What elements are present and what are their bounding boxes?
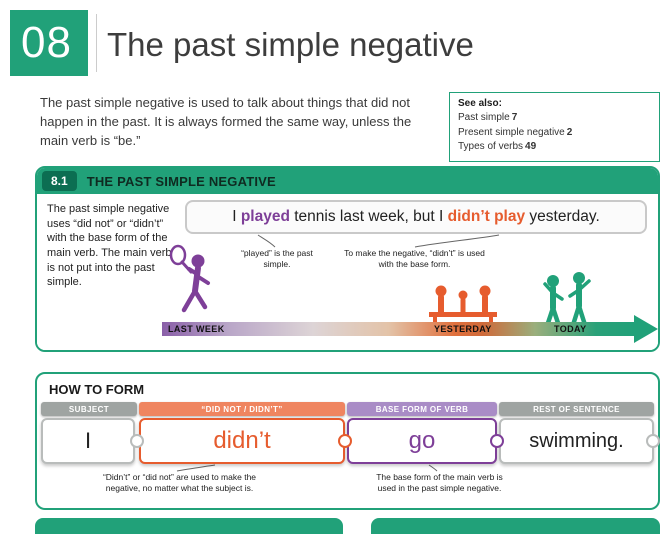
- title-divider: [96, 14, 97, 72]
- family-at-table-illustration: [429, 285, 497, 332]
- puzzle-piece-didnt: didn’t: [139, 418, 345, 464]
- timeline-label-yesterday: YESTERDAY: [434, 324, 492, 334]
- panel-8-1: 8.1 THE PAST SIMPLE NEGATIVE The past si…: [35, 166, 660, 352]
- two-people-illustration: [543, 272, 591, 329]
- see-also-box: See also: Past simple 7 Present simple ne…: [449, 92, 660, 162]
- sentence-past-simple-word: played: [240, 208, 290, 225]
- note-negative-form: To make the negative, “didn’t” is used w…: [344, 248, 485, 270]
- note-didnt-usage: “Didn’t” or “did not” are used to make t…: [102, 472, 257, 494]
- see-also-refs: Past simple 7 Present simple negative 2 Ty…: [458, 111, 651, 155]
- panel-title: THE PAST SIMPLE NEGATIVE: [86, 173, 276, 189]
- unit-number: 08: [21, 18, 72, 67]
- puzzle-tab: [490, 434, 504, 448]
- timeline-label-last-week: LAST WEEK: [168, 324, 225, 334]
- timeline-label-today: TODAY: [554, 324, 587, 334]
- ref-number: 2: [566, 126, 573, 138]
- panel-8-1-header: 8.1 THE PAST SIMPLE NEGATIVE: [37, 168, 658, 194]
- puzzle-piece-go: go: [347, 418, 497, 464]
- sentence-negative-words: didn’t play: [447, 208, 526, 225]
- see-also-ref: Present simple negative 2: [458, 126, 572, 141]
- sentence-part: I: [232, 208, 241, 225]
- example-sentence-bubble: I played tennis last week, but I didn’t …: [185, 200, 647, 234]
- see-also-ref: Past simple 7: [458, 111, 517, 126]
- ref-label: Present simple negative: [458, 126, 565, 138]
- how-to-form-panel: HOW TO FORM SUBJECT “DID NOT / DIDN’T” B…: [35, 372, 660, 510]
- column-label-base-form: BASE FORM OF VERB: [347, 402, 497, 416]
- page-title: The past simple negative: [107, 26, 474, 63]
- next-panel-top-left: [35, 518, 343, 534]
- next-panel-top-right: [371, 518, 660, 534]
- panel-description: The past simple negative uses “did not” …: [47, 203, 172, 289]
- sentence-part: yesterday.: [525, 208, 600, 225]
- column-label-did-not: “DID NOT / DIDN’T”: [139, 402, 345, 416]
- ref-number: 7: [511, 112, 518, 123]
- puzzle-tab: [646, 434, 660, 448]
- see-also-label: See also:: [458, 98, 502, 109]
- ref-label: Past simple: [458, 112, 510, 123]
- puzzle-tab: [338, 434, 352, 448]
- how-to-form-title: HOW TO FORM: [49, 382, 145, 397]
- ref-number: 49: [525, 141, 537, 152]
- timeline-gradient-arrow: [162, 322, 634, 336]
- tennis-player-illustration: [169, 244, 210, 313]
- panel-number-badge: 8.1: [42, 171, 77, 191]
- intro-paragraph: The past simple negative is used to talk…: [40, 95, 412, 148]
- unit-number-badge: 08: [10, 10, 88, 76]
- note-past-simple: “played” is the past simple.: [241, 248, 313, 270]
- see-also-ref: Types of verbs 49: [458, 140, 536, 155]
- puzzle-piece-subject: I: [41, 418, 135, 464]
- column-label-rest-of-sentence: REST OF SENTENCE: [499, 402, 654, 416]
- note-base-form-usage: The base form of the main verb is used i…: [376, 472, 503, 494]
- column-label-subject: SUBJECT: [41, 402, 137, 416]
- ref-label: Types of verbs: [458, 141, 524, 152]
- timeline-arrowhead: [634, 315, 658, 343]
- sentence-part: tennis last week, but I: [289, 208, 448, 225]
- panel-8-1-body: The past simple negative uses “did not” …: [37, 194, 658, 350]
- puzzle-piece-swimming: swimming.: [499, 418, 654, 464]
- puzzle-tab: [130, 434, 144, 448]
